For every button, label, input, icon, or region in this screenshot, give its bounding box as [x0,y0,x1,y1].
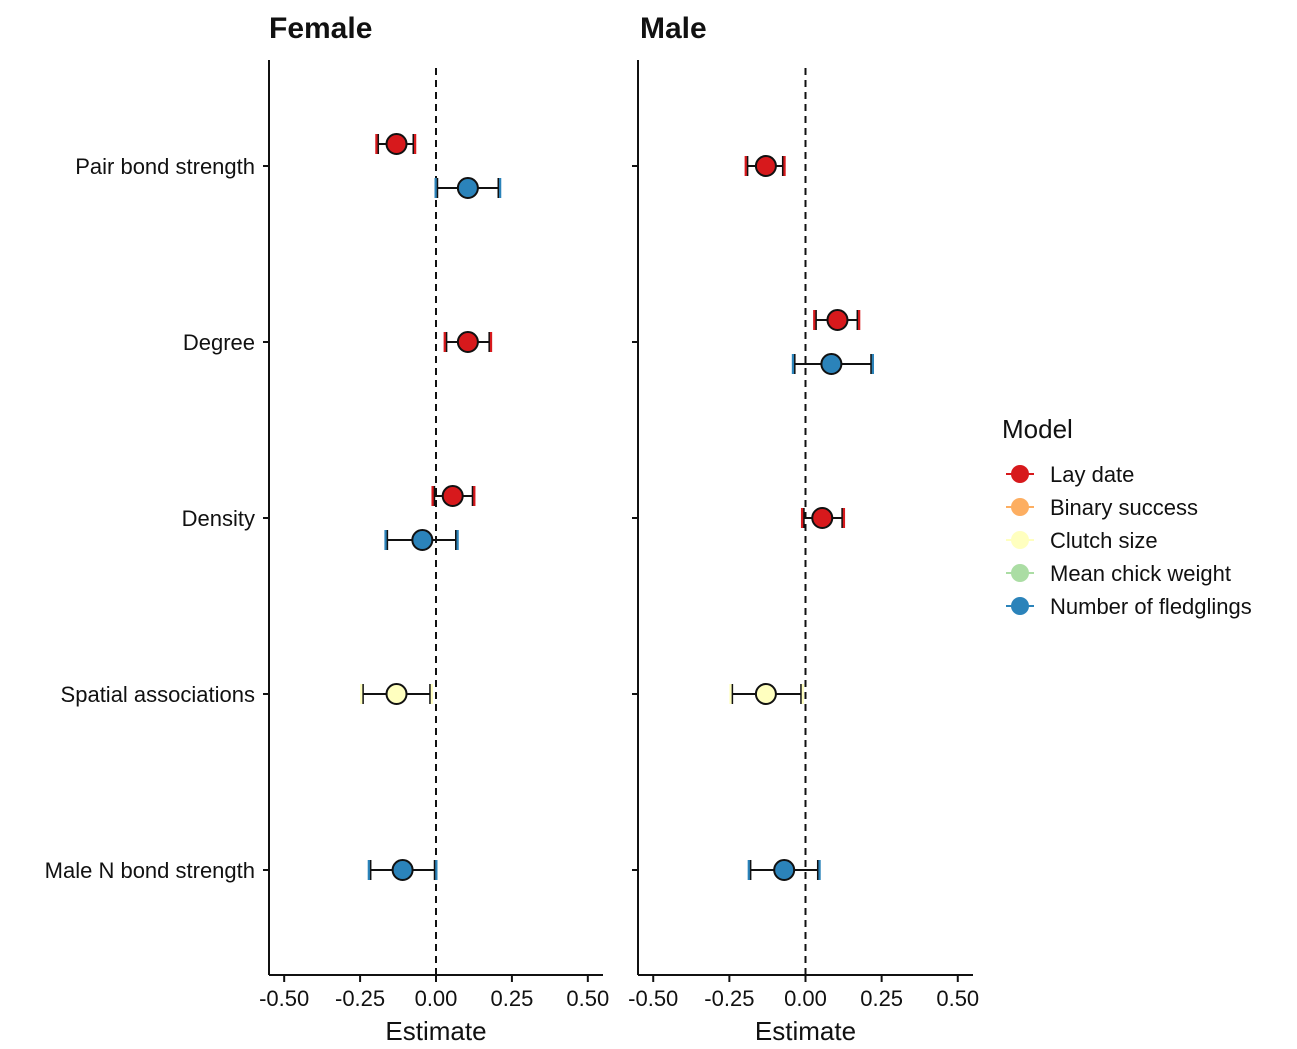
estimate-point [820,353,843,375]
panel-title: Male [640,12,707,45]
estimate-point [385,133,408,155]
x-tick-label: -0.50 [628,986,678,1011]
x-axis-title: Estimate [755,1016,856,1044]
x-axis-title: Estimate [385,1016,486,1044]
legend-key-point [1011,564,1029,582]
legend-label: Number of fledglings [1050,594,1252,619]
x-tick-label: -0.50 [259,986,309,1011]
x-tick-label: 0.25 [490,986,533,1011]
estimate-point [826,309,849,331]
estimate-point [441,485,464,507]
x-tick-label: 0.00 [415,986,458,1011]
estimate-point [811,507,834,529]
legend-label: Binary success [1050,495,1198,520]
y-category-label: Density [182,506,255,531]
legend-key-point [1011,531,1029,549]
estimate-point [391,859,414,881]
estimate-point [456,331,479,353]
x-tick-label: -0.25 [335,986,385,1011]
estimate-point [754,155,777,177]
y-category-label: Degree [183,330,255,355]
x-tick-label: 0.50 [566,986,609,1011]
panel-title: Female [269,12,372,45]
legend-key-point [1011,498,1029,516]
legend-label: Mean chick weight [1050,561,1231,586]
y-category-label: Spatial associations [61,682,255,707]
y-category-label: Pair bond strength [75,154,255,179]
estimate-point [411,529,434,551]
x-tick-label: 0.25 [860,986,903,1011]
legend-label: Lay date [1050,462,1134,487]
x-tick-label: 0.00 [784,986,827,1011]
y-category-label: Male N bond strength [45,858,255,883]
estimate-point [456,177,479,199]
estimate-point [773,859,796,881]
estimate-point [754,683,777,705]
estimate-point [385,683,408,705]
x-tick-label: 0.50 [936,986,979,1011]
x-tick-label: -0.25 [704,986,754,1011]
legend-key-point [1011,597,1029,615]
legend-key-point [1011,465,1029,483]
legend-title: Model [1002,414,1073,444]
legend-label: Clutch size [1050,528,1158,553]
